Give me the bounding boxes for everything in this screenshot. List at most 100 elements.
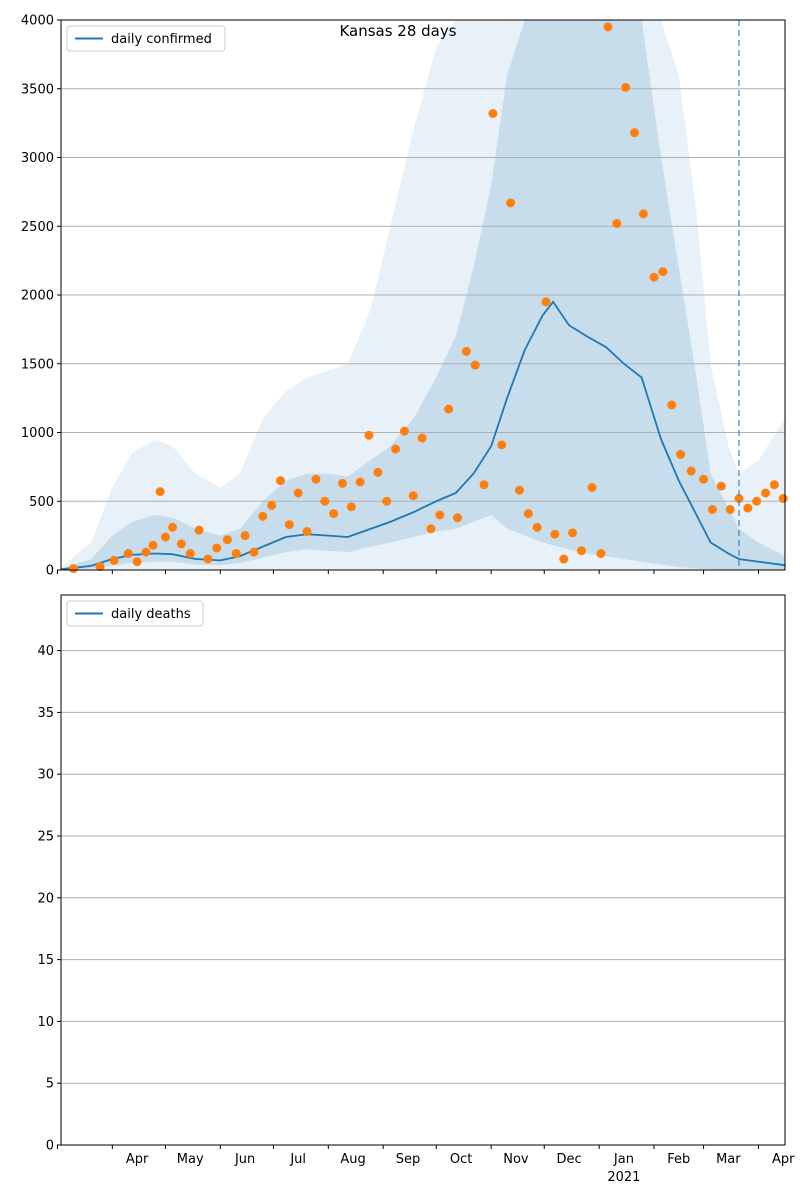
observed-dot: [132, 557, 142, 567]
observed-dot: [284, 520, 294, 530]
y-tick-label: 0: [46, 564, 54, 579]
observed-dot: [399, 426, 409, 436]
observed-dot: [203, 554, 213, 564]
y-tick-label: 3000: [21, 151, 54, 166]
y-gridlines: [61, 650, 785, 1084]
observed-dot: [649, 272, 659, 282]
observed-dot: [168, 522, 178, 532]
observed-dot: [699, 474, 709, 484]
y-tick-label: 15: [37, 953, 54, 968]
observed-dot: [587, 483, 597, 492]
observed-dot: [725, 505, 735, 514]
observed-dot: [667, 400, 677, 410]
y-ticks: 0 500 1000 1500 2000 2500 3000 3500 4000: [21, 14, 61, 579]
observed-dot: [176, 539, 186, 549]
observed-dot: [320, 496, 330, 506]
observed-dot: [734, 494, 744, 503]
observed-dot: [355, 477, 365, 487]
y-tick-label: 20: [37, 891, 54, 906]
y-tick-label: 1500: [21, 357, 54, 372]
observed-dot: [621, 82, 631, 92]
x-tick-label: Feb: [667, 1152, 690, 1167]
observed-dot: [231, 549, 241, 558]
legend: daily confirmed: [66, 25, 226, 52]
y-tick-label: 35: [37, 706, 54, 721]
observed-dot: [240, 531, 250, 541]
observed-dot: [311, 474, 321, 484]
observed-dot: [707, 505, 717, 514]
y-tick-label: 0: [46, 1139, 54, 1154]
y-tick-label: 5: [46, 1077, 54, 1092]
observed-dot: [559, 554, 569, 564]
observed-dot: [576, 546, 586, 556]
series-line-daily-confirmed: [60, 300, 786, 571]
observed-dot: [497, 440, 507, 450]
legend-label: daily confirmed: [111, 32, 212, 47]
observed-dot: [778, 494, 788, 503]
observed-dot: [391, 444, 401, 454]
observed-dot: [141, 547, 151, 557]
y-tick-label: 3500: [21, 82, 54, 97]
observed-dot: [222, 535, 232, 545]
observed-dot: [337, 478, 347, 488]
y-tick-label: 40: [37, 644, 54, 659]
observed-dots: [68, 22, 788, 574]
observed-dot: [95, 562, 105, 572]
x-tick-label: Nov: [503, 1152, 529, 1167]
y-tick-label: 2000: [21, 289, 54, 304]
y-tick-label: 25: [37, 830, 54, 845]
observed-dot: [479, 480, 489, 490]
y-ticks: 0 5 10 15 20 25 30 35 40: [37, 644, 61, 1154]
observed-dot: [488, 109, 498, 118]
legend-box: [66, 25, 226, 52]
observed-dot: [68, 564, 78, 574]
x-ticks: [56, 570, 759, 574]
observed-dot: [185, 549, 195, 558]
x-tick-label: Aug: [340, 1152, 365, 1167]
observed-dot: [302, 527, 312, 536]
observed-dot: [603, 22, 613, 32]
observed-dot: [470, 360, 480, 370]
observed-dot: [267, 500, 277, 510]
y-tick-label: 500: [29, 495, 54, 510]
panel-daily-deaths: 0 5 10 15 20 25 30 35 40 Apr May Jun Jul Aug Sep Oct No…: [37, 594, 795, 1185]
observed-dot: [568, 528, 578, 538]
y-tick-label: 4000: [21, 14, 54, 29]
observed-dot: [612, 219, 622, 228]
x-tick-label: Apr: [772, 1152, 795, 1167]
plot-frame: [60, 594, 786, 1146]
observed-dot: [329, 509, 339, 519]
observed-dot: [716, 481, 726, 491]
observed-dot: [276, 476, 286, 486]
observed-dot: [194, 525, 204, 535]
observed-dot: [743, 503, 753, 513]
y-tick-label: 2500: [21, 220, 54, 235]
observed-dot: [417, 433, 427, 443]
observed-dot: [426, 524, 436, 534]
observed-dot: [676, 450, 686, 459]
observed-dot: [444, 404, 454, 414]
observed-dot: [346, 502, 356, 512]
observed-dot: [686, 466, 696, 476]
observed-dot: [408, 491, 418, 501]
observed-dot: [638, 209, 648, 219]
observed-dot: [453, 513, 463, 523]
y-tick-label: 10: [37, 1015, 54, 1030]
observed-dot: [148, 540, 158, 550]
observed-dot: [382, 496, 392, 506]
observed-dot: [532, 522, 542, 532]
x-tick-label: Sep: [396, 1152, 421, 1167]
x-tick-label: Jan: [613, 1152, 634, 1167]
legend-label: daily deaths: [111, 607, 191, 622]
observed-dot: [258, 511, 268, 521]
observed-dot: [293, 488, 303, 498]
series-line: [60, 300, 786, 571]
observed-dot: [658, 267, 668, 277]
x-ticks: Apr May Jun Jul Aug Sep Oct Nov Dec Jan Feb Mar Apr: [56, 1145, 795, 1167]
y-tick-label: 1000: [21, 426, 54, 441]
observed-dot: [461, 346, 471, 356]
observed-dot: [109, 555, 119, 565]
observed-dot: [596, 549, 606, 558]
x-tick-label: Jul: [289, 1152, 306, 1167]
